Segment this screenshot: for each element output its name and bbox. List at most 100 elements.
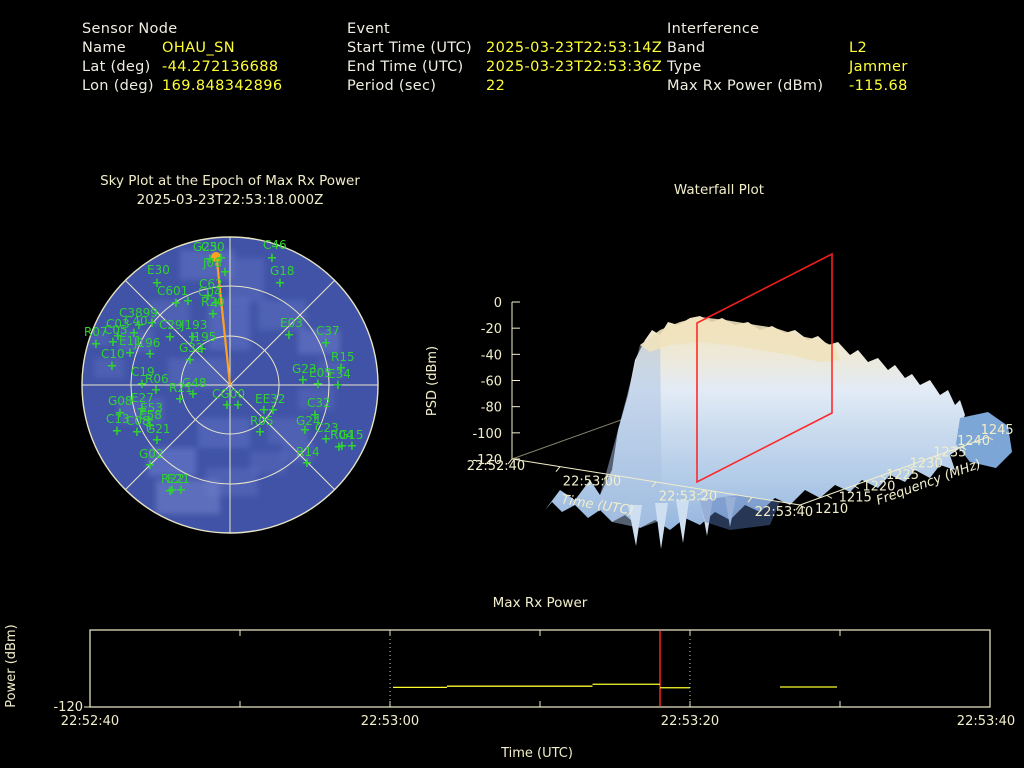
freq-tick: [934, 455, 940, 460]
satellite-label: C601: [157, 284, 188, 298]
satellite-label: R06: [145, 372, 169, 386]
satellite-markers: G25+C30+J08+C46+G18+E30+C601+ +C62+C04+R2…: [84, 238, 364, 499]
time-tick: [747, 497, 753, 503]
satellite-plus-marker: +: [107, 359, 118, 374]
psd-tick-label: -60: [481, 375, 502, 390]
time-tick-label: 22:53:20: [659, 490, 717, 505]
bearing-dot-icon: [211, 252, 221, 262]
satellite-plus-marker: +: [321, 432, 332, 447]
satellite-label: R04: [330, 428, 354, 442]
event-period-value: 22: [486, 78, 506, 94]
satellite-plus-marker: +: [216, 251, 227, 266]
satellite-label: R05: [250, 414, 274, 428]
event-end-label: End Time (UTC): [347, 59, 464, 75]
satellite-label: C13: [106, 412, 130, 426]
satellite-plus-marker: +: [125, 346, 136, 361]
freq-tick-label: 1235: [933, 445, 966, 460]
interference-type-label: Type: [667, 59, 702, 75]
satellite-plus-marker: +: [171, 296, 182, 311]
satellite-label: E30: [147, 263, 170, 277]
interference-section-title: Interference: [667, 21, 760, 37]
satellite-label: E05: [309, 366, 332, 380]
time-tick: [699, 489, 705, 495]
satellite-label: C3899: [119, 306, 158, 320]
power-yaxis-label: Power (dBm): [4, 624, 19, 707]
satellite-plus-marker: +: [284, 328, 295, 343]
sensor-node-section-title: Sensor Node: [82, 21, 178, 37]
satellite-plus-marker: +: [188, 387, 199, 402]
satellite-plus-marker: +: [175, 392, 186, 407]
satellite-plus-marker: +: [313, 377, 324, 392]
sky-plot-title-line1: Sky Plot at the Epoch of Max Rx Power: [100, 173, 360, 189]
satellite-label: E58: [139, 408, 162, 422]
satellite-label: EE32: [255, 392, 285, 406]
satellite-label: G48: [182, 376, 207, 390]
satellite-plus-marker: +: [134, 318, 145, 333]
satellite-plus-marker: +: [188, 330, 199, 345]
satellite-plus-marker: +: [132, 425, 143, 440]
power-xtick-label: 22:53:40: [957, 714, 1015, 729]
satellite-plus-marker: +: [298, 373, 309, 388]
sensor-name-value: OHAU_SN: [162, 40, 235, 56]
satellite-plus-marker: +: [302, 456, 313, 471]
satellite-plus-marker: +: [185, 353, 196, 368]
freq-tick: [826, 494, 833, 499]
power-xtick-label: 22:52:40: [61, 714, 119, 729]
interference-type-value: Jammer: [849, 59, 908, 75]
time-tick: [507, 458, 513, 465]
satellite-label: R15: [331, 350, 355, 364]
time-tick-label: 22:53:00: [563, 474, 621, 489]
interference-band-label: Band: [667, 40, 706, 56]
psd-tick-label: 0: [494, 296, 502, 311]
satellite-label: C37: [316, 324, 340, 338]
power-ytick-label: -120: [53, 700, 83, 715]
satellite-plus-marker: +: [259, 403, 270, 418]
freq-tick-label: 1240: [957, 434, 990, 449]
power-xtick-label: 22:53:00: [361, 714, 419, 729]
satellite-plus-marker: +: [151, 383, 162, 398]
satellite-plus-marker: +: [337, 439, 348, 454]
satellite-plus-marker: +: [268, 403, 279, 418]
event-start-label: Start Time (UTC): [347, 40, 472, 56]
satellite-label: G23: [292, 362, 317, 376]
satellite-label: C04: [198, 285, 222, 299]
satellite-plus-marker: +: [108, 335, 119, 350]
satellite-plus-marker: +: [208, 307, 219, 322]
bearing-line-icon: [215, 260, 232, 386]
satellite-label: J08: [202, 256, 222, 270]
freq-tick: [960, 446, 967, 451]
time-tick-label: 22:53:40: [755, 505, 813, 520]
interference-band-value: L2: [849, 40, 868, 56]
satellite-plus-marker: +: [334, 440, 345, 455]
satellite-label: J195: [189, 330, 216, 344]
satellite-plus-marker: +: [183, 294, 194, 309]
satellite-plus-marker: +: [275, 276, 286, 291]
satellite-label: C19: [131, 365, 155, 379]
satellite-label: C29: [159, 318, 183, 332]
satellite-plus-marker: +: [113, 329, 124, 344]
waterfall-title: Waterfall Plot: [673, 182, 765, 198]
satellite-plus-marker: +: [333, 378, 344, 393]
sky-plot-title: Sky Plot at the Epoch of Max Rx Power 202…: [40, 172, 420, 210]
max-power-slice-plane: [696, 252, 833, 484]
satellite-plus-marker: +: [152, 433, 163, 448]
freq-tick: [853, 485, 859, 490]
power-xaxis-label: Time (UTC): [500, 746, 573, 761]
time-tick: [651, 481, 657, 488]
satellite-plus-marker: +: [220, 265, 231, 280]
satellite-plus-marker: +: [267, 251, 278, 266]
satellite-label: G08: [108, 394, 133, 408]
satellite-plus-marker: +: [233, 398, 244, 413]
satellite-plus-marker: +: [145, 458, 156, 473]
satellite-plus-marker: +: [152, 276, 163, 291]
satellite-plus-marker: +: [145, 347, 156, 362]
satellite-plus-marker: +: [176, 483, 187, 498]
interference-bearing: [211, 252, 232, 386]
psd-tick-label: -40: [481, 348, 502, 363]
satellite-plus-marker: +: [112, 424, 123, 439]
satellite-plus-marker: +: [336, 361, 347, 376]
event-period-label: Period (sec): [347, 78, 437, 94]
